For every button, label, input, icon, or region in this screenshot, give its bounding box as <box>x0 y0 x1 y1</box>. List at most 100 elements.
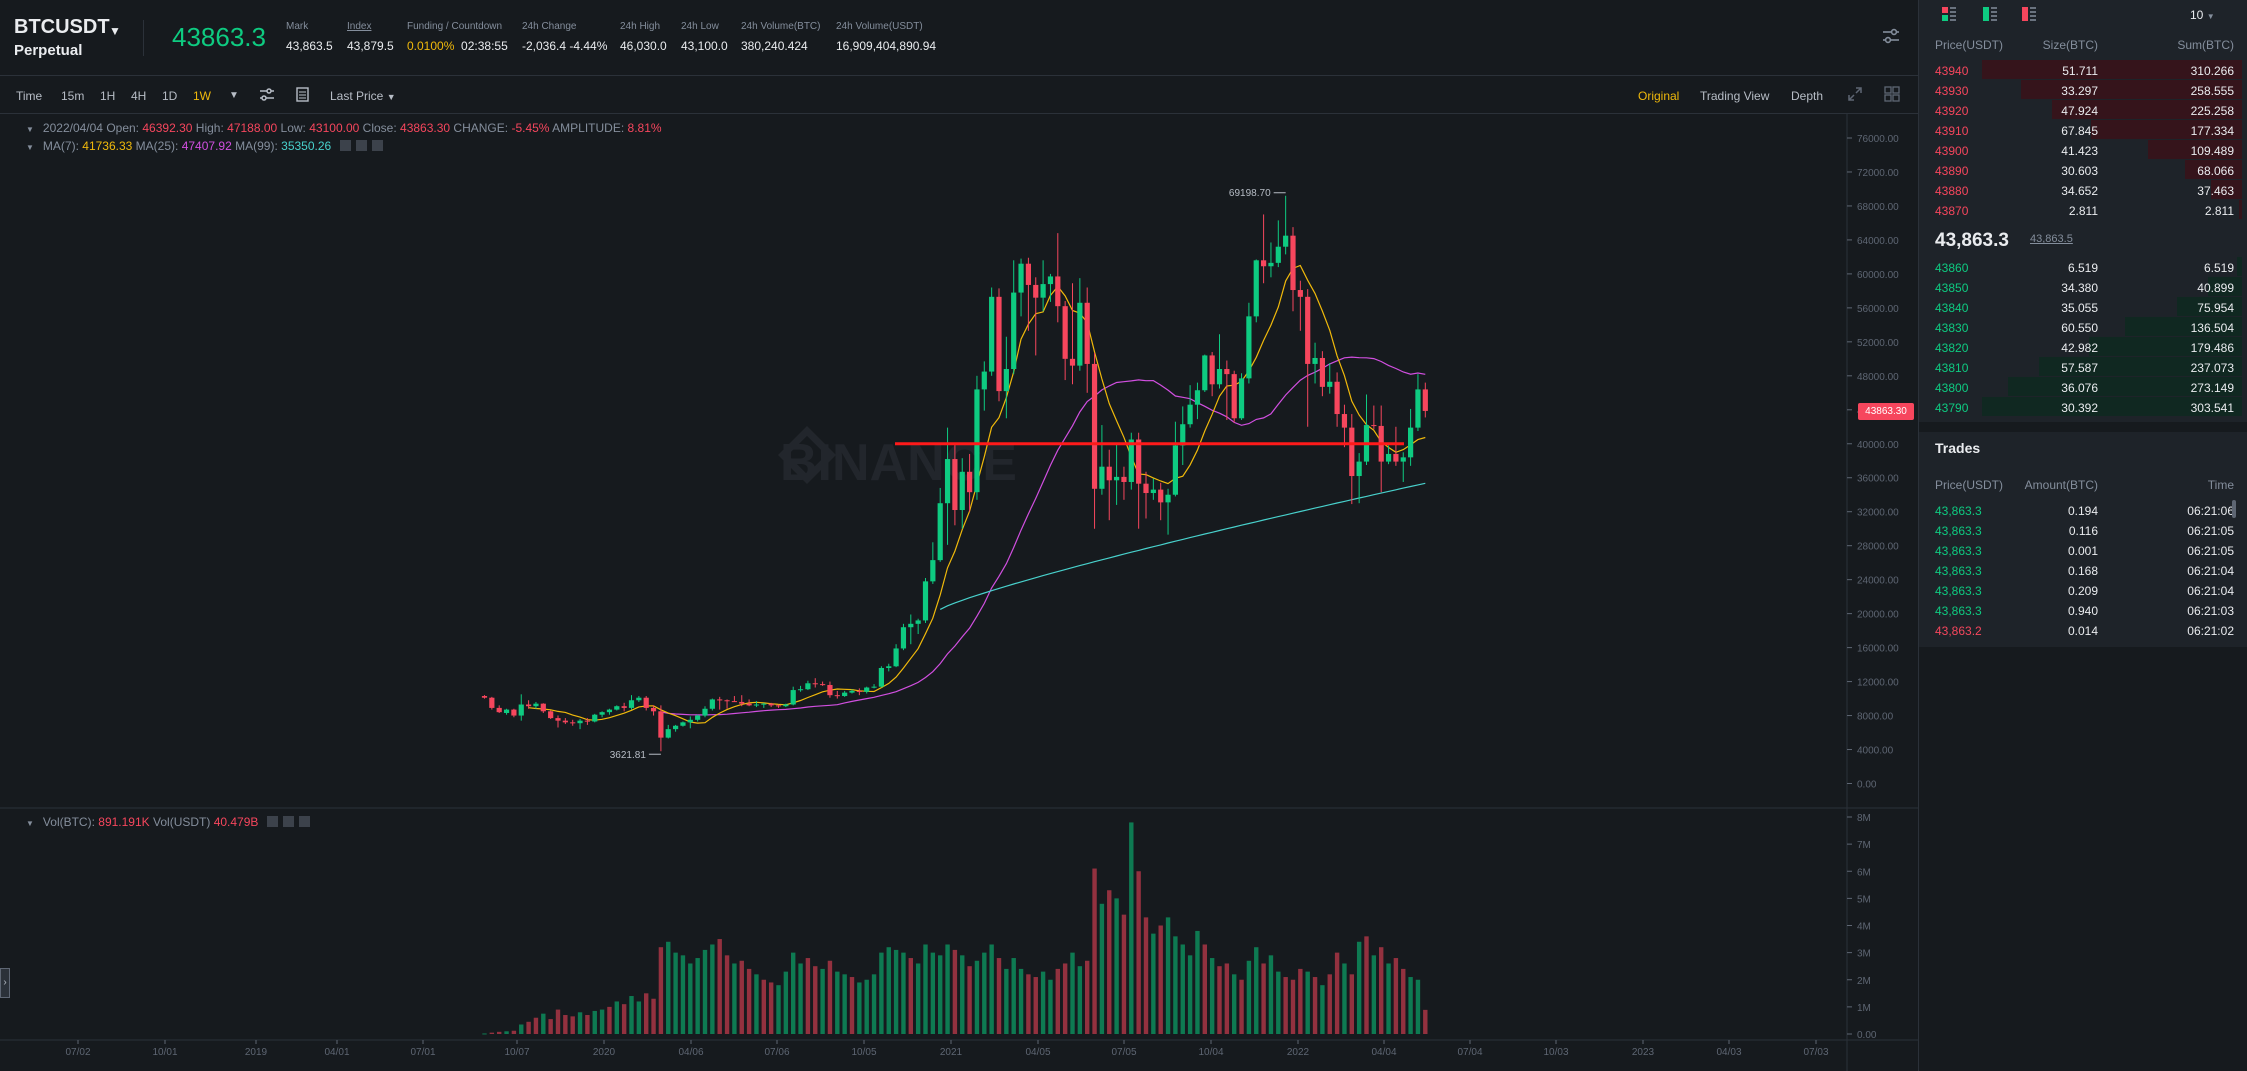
price-tick-label: 36000.00 <box>1857 474 1899 485</box>
orderbook-sum: 179.486 <box>2190 341 2234 355</box>
stat-label: 24h Low <box>681 21 719 32</box>
price-type-label: Last Price <box>330 89 384 103</box>
collapse-caret-icon[interactable]: ▼ <box>26 143 34 152</box>
depth-select[interactable]: 10 ▼ <box>2190 8 2215 22</box>
candle-body <box>900 627 907 649</box>
ask-row[interactable]: 43920 47.924 225.258 <box>1919 100 2247 120</box>
trade-amount: 0.194 <box>2067 504 2098 518</box>
bid-row[interactable]: 43850 34.380 40.899 <box>1919 277 2247 297</box>
depth-bar <box>2177 297 2242 316</box>
stat-24h-change: 24h Change -2,036.4 -4.44% <box>522 21 607 53</box>
kline-chart[interactable]: BINANCE76000.0072000.0068000.0064000.006… <box>0 114 1918 1071</box>
volume-bar <box>1217 966 1222 1034</box>
interval-1d[interactable]: 1D <box>162 89 178 103</box>
bid-row[interactable]: 43860 6.519 6.519 <box>1919 257 2247 277</box>
candle-body <box>1172 445 1178 495</box>
ask-row[interactable]: 43930 33.297 258.555 <box>1919 80 2247 100</box>
volume-bar <box>702 949 708 1034</box>
candle-body <box>871 686 877 688</box>
ask-row[interactable]: 43870 2.811 2.811 <box>1919 200 2247 220</box>
indicator-settings-icon[interactable] <box>259 88 275 102</box>
time-tick-label: 2023 <box>1632 1047 1655 1058</box>
settings-icon[interactable] <box>282 816 294 827</box>
symbol-name[interactable]: BTCUSDT <box>14 16 110 38</box>
volume-bar <box>879 952 884 1034</box>
layout-grid-icon[interactable] <box>1884 86 1900 102</box>
depth-bar <box>2208 277 2242 296</box>
ask-row[interactable]: 43900 41.423 109.489 <box>1919 140 2247 160</box>
close-icon[interactable] <box>298 816 310 827</box>
candle-body <box>1261 260 1267 267</box>
low-marker-label: 3621.81 <box>610 750 647 761</box>
trade-price: 43,863.3 <box>1935 504 1982 518</box>
volume-bar <box>1004 968 1009 1034</box>
orderbook-asks-icon[interactable] <box>2021 6 2037 22</box>
volume-bar <box>783 971 789 1034</box>
bid-row[interactable]: 43840 35.055 75.954 <box>1919 297 2247 317</box>
orderbook-price: 43830 <box>1935 321 1969 335</box>
settings-icon[interactable] <box>355 140 367 151</box>
watermark-logo-icon <box>778 426 836 484</box>
bid-row[interactable]: 43810 57.587 237.073 <box>1919 357 2247 377</box>
stat-value: 380,240.424 <box>741 39 808 53</box>
candle-body <box>1349 427 1355 477</box>
time-tick-label: 04/06 <box>678 1047 703 1058</box>
collapse-panel-button[interactable]: › <box>0 968 10 998</box>
price-tick-label: 72000.00 <box>1857 168 1899 179</box>
view-original[interactable]: Original <box>1638 89 1680 103</box>
interval-15m[interactable]: 15m <box>61 89 85 103</box>
collapse-caret-icon[interactable]: ▼ <box>26 819 34 828</box>
candle-body <box>533 703 539 707</box>
candle-body <box>768 703 774 706</box>
orderbook-size: 6.519 <box>2067 261 2098 275</box>
ask-row[interactable]: 43890 30.603 68.066 <box>1919 160 2247 180</box>
view-trading-view[interactable]: Trading View <box>1700 89 1770 103</box>
price-tick-label: 56000.00 <box>1857 304 1899 315</box>
candle-body <box>1253 260 1259 317</box>
stat-label[interactable]: Index <box>347 21 372 32</box>
orderbook-bids-icon[interactable] <box>1982 6 1998 22</box>
interval-4h[interactable]: 4H <box>131 89 147 103</box>
candle-body <box>658 711 664 738</box>
candle-body <box>944 459 951 504</box>
ask-row[interactable]: 43910 67.845 177.334 <box>1919 120 2247 140</box>
bid-row[interactable]: 43800 36.076 273.149 <box>1919 377 2247 397</box>
candle-body <box>1341 414 1348 428</box>
bid-row[interactable]: 43830 60.550 136.504 <box>1919 317 2247 337</box>
ask-row[interactable]: 43940 51.711 310.266 <box>1919 60 2247 80</box>
view-depth[interactable]: Depth <box>1791 89 1824 103</box>
bid-row[interactable]: 43820 42.982 179.486 <box>1919 337 2247 357</box>
settings-sliders-icon[interactable] <box>1882 28 1900 44</box>
interval-1w[interactable]: 1W <box>193 89 211 103</box>
volume-bar <box>967 966 972 1034</box>
chart-style-icon[interactable] <box>296 87 309 102</box>
depth-bar <box>1982 60 2242 79</box>
orderbook-sum: 40.899 <box>2197 281 2234 295</box>
fullscreen-icon[interactable] <box>1847 86 1863 102</box>
candle-body <box>908 623 914 628</box>
candle-body <box>805 683 811 690</box>
orderbook-mark-price[interactable]: 43,863.5 <box>2030 233 2073 245</box>
ask-row[interactable]: 43880 34.652 37.463 <box>1919 180 2247 200</box>
time-tick-label: 07/05 <box>1111 1047 1136 1058</box>
depth-bar <box>2236 257 2242 276</box>
volume-bar <box>945 944 950 1034</box>
symbol-dropdown-icon[interactable]: ▼ <box>109 24 121 38</box>
price-type-select[interactable]: Last Price ▼ <box>330 89 396 103</box>
visibility-toggle-icon[interactable] <box>339 140 351 151</box>
interval-1h[interactable]: 1H <box>100 89 116 103</box>
trade-amount: 0.116 <box>2068 524 2098 538</box>
collapse-caret-icon[interactable]: ▼ <box>26 125 34 134</box>
volume-bar <box>791 952 796 1034</box>
visibility-toggle-icon[interactable] <box>266 816 278 827</box>
bid-row[interactable]: 43790 30.392 303.541 <box>1919 397 2247 417</box>
trades-scrollbar[interactable] <box>2232 500 2236 518</box>
volume-bar <box>1070 952 1075 1034</box>
interval-time[interactable]: Time <box>16 89 43 103</box>
orderbook-both-icon[interactable] <box>1941 6 1957 22</box>
close-icon[interactable] <box>371 140 383 151</box>
time-tick-label: 04/04 <box>1371 1047 1396 1058</box>
stat-index[interactable]: Index 43,879.5 <box>347 21 394 53</box>
more-intervals-icon[interactable]: ▼ <box>229 90 239 101</box>
candle-body <box>820 684 826 686</box>
